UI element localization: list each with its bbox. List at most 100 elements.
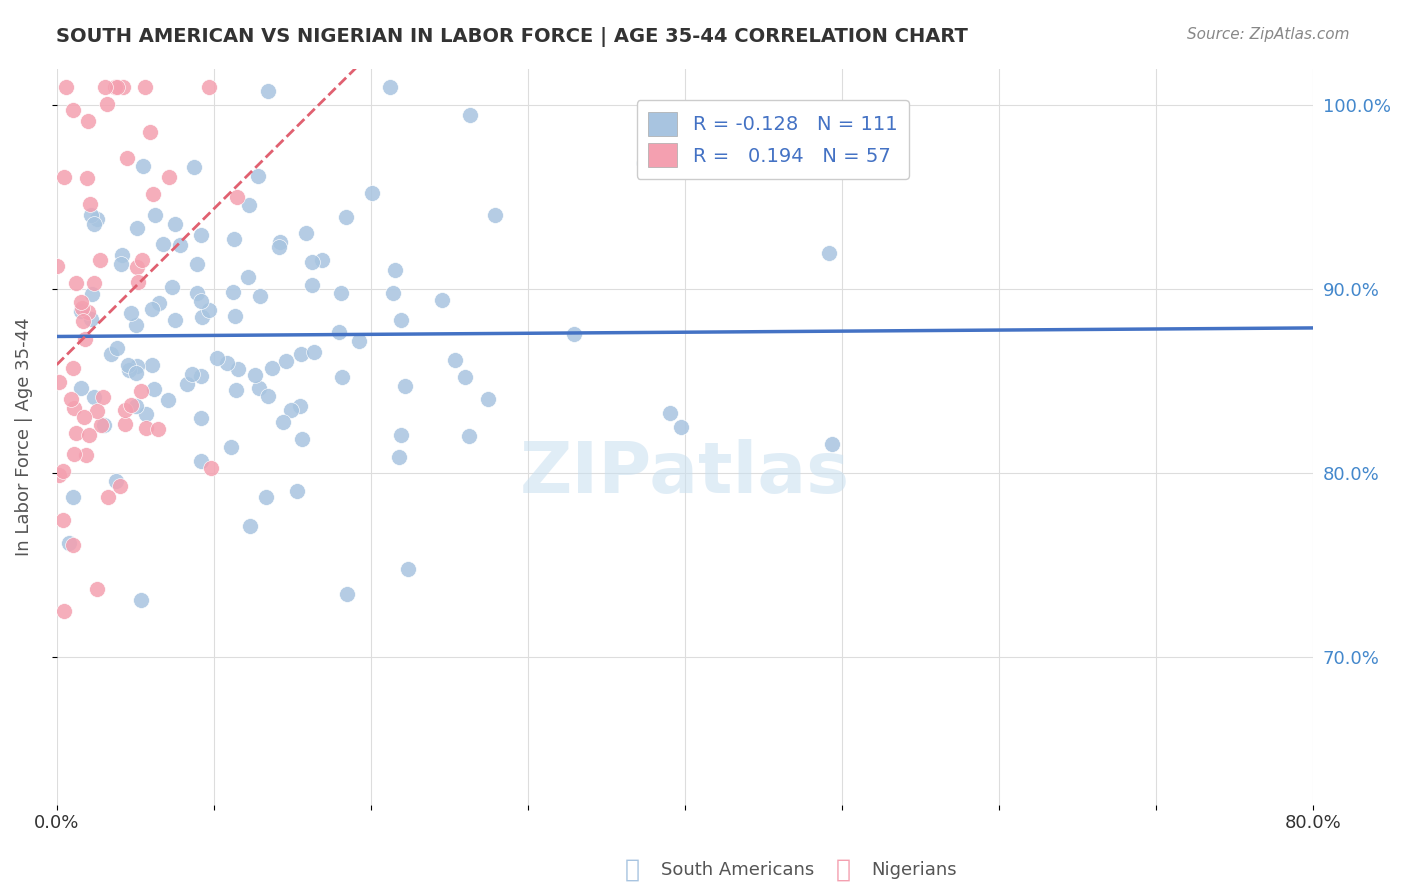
South Americans — [394, 379, 416, 393]
South Americans — [190, 368, 212, 383]
South Americans — [157, 392, 180, 407]
South Americans — [143, 208, 166, 222]
South Americans — [205, 351, 228, 366]
South Americans — [444, 353, 467, 368]
South Americans — [80, 208, 103, 222]
South Americans — [257, 84, 280, 98]
Nigerians — [76, 171, 98, 186]
Nigerians — [89, 253, 111, 268]
South Americans — [817, 246, 839, 260]
South Americans — [295, 226, 318, 240]
South Americans — [381, 286, 404, 301]
South Americans — [69, 303, 91, 318]
Nigerians — [112, 79, 135, 94]
South Americans — [120, 305, 142, 319]
South Americans — [257, 389, 280, 403]
South Americans — [104, 475, 127, 489]
Nigerians — [131, 253, 153, 268]
South Americans — [249, 289, 271, 303]
Nigerians — [48, 375, 70, 389]
Nigerians — [62, 538, 84, 552]
Nigerians — [96, 96, 118, 111]
Nigerians — [76, 305, 98, 319]
Nigerians — [117, 152, 139, 166]
South Americans — [458, 429, 481, 443]
Nigerians — [75, 332, 97, 346]
South Americans — [458, 108, 481, 122]
South Americans — [659, 406, 682, 420]
Nigerians — [52, 513, 75, 527]
Text: ZIPatlas: ZIPatlas — [520, 439, 851, 508]
Nigerians — [90, 417, 112, 432]
Nigerians — [73, 409, 96, 424]
South Americans — [271, 415, 294, 429]
South Americans — [388, 450, 411, 464]
South Americans — [69, 381, 91, 395]
South Americans — [100, 347, 122, 361]
South Americans — [224, 309, 246, 323]
South Americans — [269, 240, 291, 254]
South Americans — [335, 210, 357, 224]
Nigerians — [52, 463, 75, 477]
South Americans — [83, 217, 105, 231]
Text: ⬜: ⬜ — [626, 858, 640, 881]
South Americans — [239, 519, 262, 533]
South Americans — [301, 255, 323, 269]
South Americans — [311, 253, 333, 268]
South Americans — [125, 220, 148, 235]
Text: South Americans: South Americans — [661, 861, 814, 879]
South Americans — [454, 369, 477, 384]
Nigerians — [200, 461, 222, 475]
Nigerians — [104, 79, 127, 94]
Nigerians — [127, 276, 149, 290]
South Americans — [190, 410, 212, 425]
Nigerians — [63, 447, 86, 461]
Nigerians — [129, 384, 152, 399]
South Americans — [484, 208, 506, 222]
South Americans — [190, 310, 212, 325]
South Americans — [125, 400, 148, 414]
South Americans — [246, 169, 269, 184]
South Americans — [129, 593, 152, 607]
Nigerians — [65, 276, 87, 290]
South Americans — [62, 490, 84, 504]
South Americans — [110, 257, 132, 271]
South Americans — [169, 238, 191, 252]
South Americans — [432, 293, 454, 307]
Nigerians — [55, 79, 77, 94]
South Americans — [180, 367, 202, 381]
South Americans — [143, 382, 166, 396]
South Americans — [243, 368, 266, 382]
South Americans — [86, 212, 108, 227]
Nigerians — [197, 79, 219, 94]
Nigerians — [52, 169, 75, 184]
South Americans — [163, 312, 186, 326]
Nigerians — [91, 391, 114, 405]
South Americans — [302, 344, 325, 359]
South Americans — [236, 269, 259, 284]
Nigerians — [46, 259, 69, 273]
Y-axis label: In Labor Force | Age 35-44: In Labor Force | Age 35-44 — [15, 318, 32, 556]
South Americans — [290, 346, 312, 360]
South Americans — [222, 285, 245, 300]
South Americans — [347, 334, 370, 348]
Nigerians — [70, 301, 93, 315]
Nigerians — [48, 468, 70, 483]
Nigerians — [135, 421, 157, 435]
Nigerians — [114, 417, 136, 431]
South Americans — [328, 325, 350, 339]
Nigerians — [65, 425, 87, 440]
South Americans — [562, 326, 585, 341]
South Americans — [291, 432, 314, 446]
South Americans — [247, 381, 270, 395]
South Americans — [301, 277, 323, 292]
Text: Nigerians: Nigerians — [872, 861, 957, 879]
South Americans — [107, 341, 129, 355]
Legend: R = -0.128   N = 111, R =   0.194   N = 57: R = -0.128 N = 111, R = 0.194 N = 57 — [637, 100, 910, 179]
South Americans — [58, 535, 80, 549]
South Americans — [198, 302, 221, 317]
South Americans — [141, 358, 163, 372]
Nigerians — [72, 314, 94, 328]
South Americans — [135, 407, 157, 421]
South Americans — [183, 160, 205, 174]
